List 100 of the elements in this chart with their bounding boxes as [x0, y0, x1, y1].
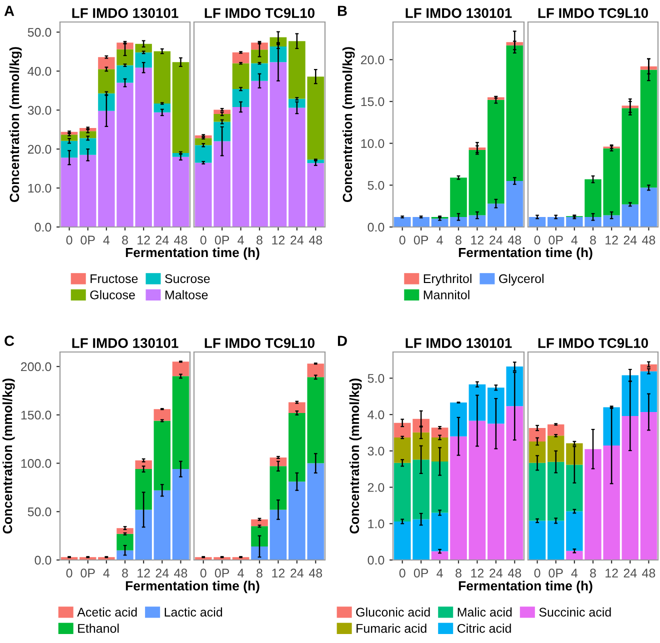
x-tick-label: 24: [490, 236, 503, 244]
x-tick-label: 0: [66, 236, 72, 245]
x-tick-label: 12: [138, 236, 150, 244]
legend-label: Ethanol: [78, 624, 119, 633]
y-tick-label: 3.0: [368, 446, 384, 456]
y-tick-label: 100.0: [21, 459, 52, 468]
legend-label: Mannitol: [424, 290, 470, 300]
x-tick-label: 24: [290, 568, 304, 578]
x-axis-title: Fermentation time (h): [126, 248, 260, 260]
y-tick-label: 5.0: [368, 180, 384, 190]
x-tick-label: 4: [238, 568, 244, 578]
legend-label: Gluconic acid: [356, 607, 430, 617]
legend-label: Sucrose: [165, 274, 210, 284]
y-tick-label: 40.0: [28, 66, 52, 76]
x-tick-label: 48: [308, 236, 322, 245]
x-tick-label: 24: [290, 236, 304, 244]
y-axis-title: Concentration (mmol/kg): [9, 47, 22, 202]
x-tick-label: 0P: [214, 236, 230, 245]
x-tick-label: 0P: [548, 236, 563, 245]
legend-label: Maltose: [166, 290, 208, 300]
y-tick-label: 1.0: [368, 519, 384, 528]
text: B: [338, 6, 347, 16]
x-tick-label: 0: [534, 236, 540, 245]
y-tick-label: 0.0: [368, 556, 384, 565]
x-tick-label: 8: [456, 568, 462, 578]
chart-title: LF IMDO TC9L10: [204, 338, 314, 348]
y-tick-label: 150.0: [21, 410, 52, 420]
x-tick-label: 0: [534, 568, 540, 578]
x-tick-label: 12: [272, 568, 285, 578]
x-tick-label: 24: [156, 236, 169, 244]
y-tick-label: 30.0: [28, 106, 52, 115]
x-tick-label: 48: [174, 236, 188, 245]
x-tick-label: 0: [200, 568, 206, 578]
legend-label: Glycerol: [499, 274, 544, 286]
chart-title: LF IMDO TC9L10: [538, 8, 648, 18]
x-tick-label: 4: [238, 236, 244, 244]
x-tick-label: 48: [174, 568, 188, 578]
x-tick-label: 0P: [214, 568, 230, 578]
legend-label: Succinic acid: [539, 607, 611, 617]
y-axis-title: Concentration (mmol/kg): [342, 47, 355, 202]
x-tick-label: 0P: [414, 236, 428, 245]
y-tick-label: 15.0: [361, 97, 384, 106]
x-tick-label: 48: [308, 568, 322, 578]
chart-title: LF IMDO 130101: [406, 8, 512, 18]
x-tick-label: 12: [138, 568, 150, 578]
y-tick-label: 200.0: [21, 362, 52, 372]
y-tick-label: 50.0: [28, 28, 52, 37]
x-tick-label: 12: [606, 568, 618, 578]
x-tick-label: 4: [103, 236, 110, 244]
y-tick-label: 2.0: [368, 483, 384, 492]
y-tick-label: 10.0: [361, 139, 384, 148]
chart-title: LF IMDO 130101: [72, 338, 178, 348]
chart-title: LF IMDO TC9L10: [204, 8, 314, 18]
x-tick-label: 8: [256, 568, 262, 578]
y-tick-label: 20.0: [28, 144, 52, 154]
x-tick-label: 0: [399, 568, 406, 578]
chart-title: LF IMDO 130101: [406, 338, 512, 348]
x-tick-label: 24: [490, 568, 503, 578]
legend-label: Citric acid: [457, 624, 511, 633]
x-tick-label: 0: [200, 236, 206, 245]
x-tick-label: 4: [436, 568, 443, 578]
x-tick-label: 0P: [80, 568, 95, 578]
y-tick-label: 50.0: [28, 507, 52, 516]
x-tick-label: 0P: [80, 236, 95, 245]
text: C: [4, 336, 14, 346]
x-tick-label: 4: [571, 568, 578, 578]
y-tick-label: 5.0: [368, 374, 384, 383]
x-tick-label: 12: [471, 568, 484, 578]
x-tick-label: 4: [103, 568, 110, 578]
y-tick-label: 10.0: [28, 184, 52, 193]
y-tick-label: 0.0: [34, 222, 52, 232]
x-tick-label: 12: [272, 236, 285, 244]
y-tick-label: 0.0: [368, 222, 384, 232]
text: D: [338, 336, 347, 346]
y-tick-label: 20.0: [360, 55, 384, 64]
legend-label: Erythritol: [424, 274, 472, 286]
y-tick-label: 0.0: [34, 556, 52, 565]
legend-label: Malic acid: [458, 607, 512, 617]
x-tick-label: 48: [508, 568, 522, 578]
x-tick-label: 12: [471, 236, 484, 244]
x-tick-label: 8: [590, 236, 596, 245]
y-axis-title: Concentration (mmol/kg): [349, 378, 362, 534]
legend-label: Fructose: [90, 274, 138, 284]
x-tick-label: 12: [606, 236, 618, 244]
x-tick-label: 8: [122, 568, 128, 578]
x-tick-label: 0: [399, 236, 406, 245]
x-axis-title: Fermentation time (h): [458, 580, 592, 594]
legend-label: Fumaric acid: [356, 624, 426, 633]
x-tick-label: 48: [642, 236, 656, 245]
x-tick-label: 8: [122, 236, 128, 245]
x-tick-label: 8: [456, 236, 462, 245]
x-tick-label: 48: [642, 568, 656, 578]
legend-label: Glucose: [90, 290, 135, 300]
x-axis-title: Fermentation time (h): [126, 580, 260, 594]
chart-title: LF IMDO TC9L10: [538, 338, 648, 348]
y-axis-title: Concentration (mmol/kg): [2, 378, 15, 534]
x-tick-label: 8: [590, 568, 596, 578]
text: A: [4, 6, 14, 16]
x-tick-label: 4: [436, 236, 443, 244]
x-tick-label: 0: [66, 568, 72, 578]
